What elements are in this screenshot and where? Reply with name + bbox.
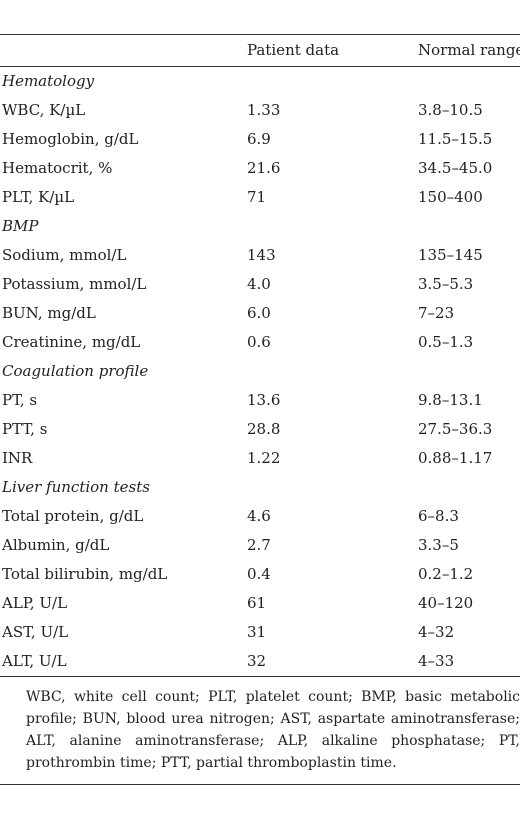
normal-range-cell: 11.5–15.5 xyxy=(418,130,493,148)
table-body: Hematology WBC, K/µL 1.33 3.8–10.5 Hemoglobi… xyxy=(0,67,520,677)
normal-range-cell: 0.5–1.3 xyxy=(418,333,474,351)
patient-value-cell: 2.7 xyxy=(247,536,271,554)
patient-value-cell: 6.0 xyxy=(247,304,271,322)
normal-range-cell: 3.8–10.5 xyxy=(418,101,483,119)
section-label: BMP xyxy=(2,217,39,235)
patient-value-cell: 4.6 xyxy=(247,507,271,525)
parameter-cell: Total bilirubin, mg/dL xyxy=(2,565,168,583)
normal-range-cell: 0.2–1.2 xyxy=(418,565,474,583)
normal-range-cell: 6–8.3 xyxy=(418,507,459,525)
normal-range-cell: 135–145 xyxy=(418,246,483,264)
table-row: AST, U/L 31 4–32 xyxy=(0,618,520,647)
section-label: Liver function tests xyxy=(2,478,150,496)
patient-value-cell: 4.0 xyxy=(247,275,271,293)
normal-range-cell: 4–33 xyxy=(418,652,455,670)
parameter-cell: Creatinine, mg/dL xyxy=(2,333,141,351)
patient-value-cell: 71 xyxy=(247,188,267,206)
patient-value-cell: 13.6 xyxy=(247,391,281,409)
patient-value-cell: 31 xyxy=(247,623,267,641)
table-row: Albumin, g/dL 2.7 3.3–5 xyxy=(0,531,520,560)
table-footnote: WBC, white cell count; PLT, platelet cou… xyxy=(26,689,520,771)
table-row: Total protein, g/dL 4.6 6–8.3 xyxy=(0,502,520,531)
table-row: ALP, U/L 61 40–120 xyxy=(0,589,520,618)
parameter-cell: Hematocrit, % xyxy=(2,159,113,177)
patient-value-cell: 32 xyxy=(247,652,267,670)
normal-range-cell: 34.5–45.0 xyxy=(418,159,493,177)
parameter-cell: Albumin, g/dL xyxy=(2,536,110,554)
parameter-cell: ALT, U/L xyxy=(2,652,67,670)
parameter-cell: Potassium, mmol/L xyxy=(2,275,147,293)
patient-value-cell: 0.4 xyxy=(247,565,271,583)
parameter-cell: PT, s xyxy=(2,391,38,409)
normal-range-cell: 4–32 xyxy=(418,623,455,641)
patient-value-cell: 21.6 xyxy=(247,159,281,177)
parameter-cell: PLT, K/µL xyxy=(2,188,75,206)
parameter-cell: PTT, s xyxy=(2,420,48,438)
parameter-cell: Total protein, g/dL xyxy=(2,507,144,525)
patient-value-cell: 61 xyxy=(247,594,267,612)
normal-range-cell: 3.3–5 xyxy=(418,536,459,554)
table-row: PT, s 13.6 9.8–13.1 xyxy=(0,386,520,415)
table-row: PTT, s 28.8 27.5–36.3 xyxy=(0,415,520,444)
table-row: Potassium, mmol/L 4.0 3.5–5.3 xyxy=(0,270,520,299)
patient-value-cell: 6.9 xyxy=(247,130,271,148)
table-row: ALT, U/L 32 4–33 xyxy=(0,647,520,676)
table-header-row: Patient data Normal range xyxy=(0,35,520,67)
patient-value-cell: 28.8 xyxy=(247,420,281,438)
table-row: WBC, K/µL 1.33 3.8–10.5 xyxy=(0,96,520,125)
parameter-cell: AST, U/L xyxy=(2,623,69,641)
patient-value-cell: 0.6 xyxy=(247,333,271,351)
section-header-row: Liver function tests xyxy=(0,473,520,502)
table-row: Sodium, mmol/L 143 135–145 xyxy=(0,241,520,270)
table-row: BUN, mg/dL 6.0 7–23 xyxy=(0,299,520,328)
patient-value-cell: 1.33 xyxy=(247,101,281,119)
lab-results-table: Patient data Normal range Hematology WBC,… xyxy=(0,34,520,785)
patient-value-cell: 143 xyxy=(247,246,276,264)
parameter-cell: Sodium, mmol/L xyxy=(2,246,127,264)
normal-range-cell: 150–400 xyxy=(418,188,483,206)
section-header-row: BMP xyxy=(0,212,520,241)
parameter-cell: ALP, U/L xyxy=(2,594,68,612)
patient-value-cell: 1.22 xyxy=(247,449,281,467)
section-label: Hematology xyxy=(2,72,95,90)
table-row: INR 1.22 0.88–1.17 xyxy=(0,444,520,473)
column-header-normal-range: Normal range xyxy=(418,41,520,59)
normal-range-cell: 3.5–5.3 xyxy=(418,275,474,293)
normal-range-cell: 0.88–1.17 xyxy=(418,449,493,467)
section-label: Coagulation profile xyxy=(2,362,149,380)
parameter-cell: Hemoglobin, g/dL xyxy=(2,130,139,148)
table-row: Hematocrit, % 21.6 34.5–45.0 xyxy=(0,154,520,183)
table-row: Hemoglobin, g/dL 6.9 11.5–15.5 xyxy=(0,125,520,154)
normal-range-cell: 9.8–13.1 xyxy=(418,391,483,409)
table-row: Creatinine, mg/dL 0.6 0.5–1.3 xyxy=(0,328,520,357)
parameter-cell: BUN, mg/dL xyxy=(2,304,96,322)
normal-range-cell: 40–120 xyxy=(418,594,474,612)
table-row: PLT, K/µL 71 150–400 xyxy=(0,183,520,212)
section-header-row: Coagulation profile xyxy=(0,357,520,386)
column-header-patient-data: Patient data xyxy=(247,41,340,59)
section-header-row: Hematology xyxy=(0,67,520,96)
normal-range-cell: 27.5–36.3 xyxy=(418,420,493,438)
parameter-cell: INR xyxy=(2,449,33,467)
parameter-cell: WBC, K/µL xyxy=(2,101,86,119)
normal-range-cell: 7–23 xyxy=(418,304,455,322)
table-row: Total bilirubin, mg/dL 0.4 0.2–1.2 xyxy=(0,560,520,589)
